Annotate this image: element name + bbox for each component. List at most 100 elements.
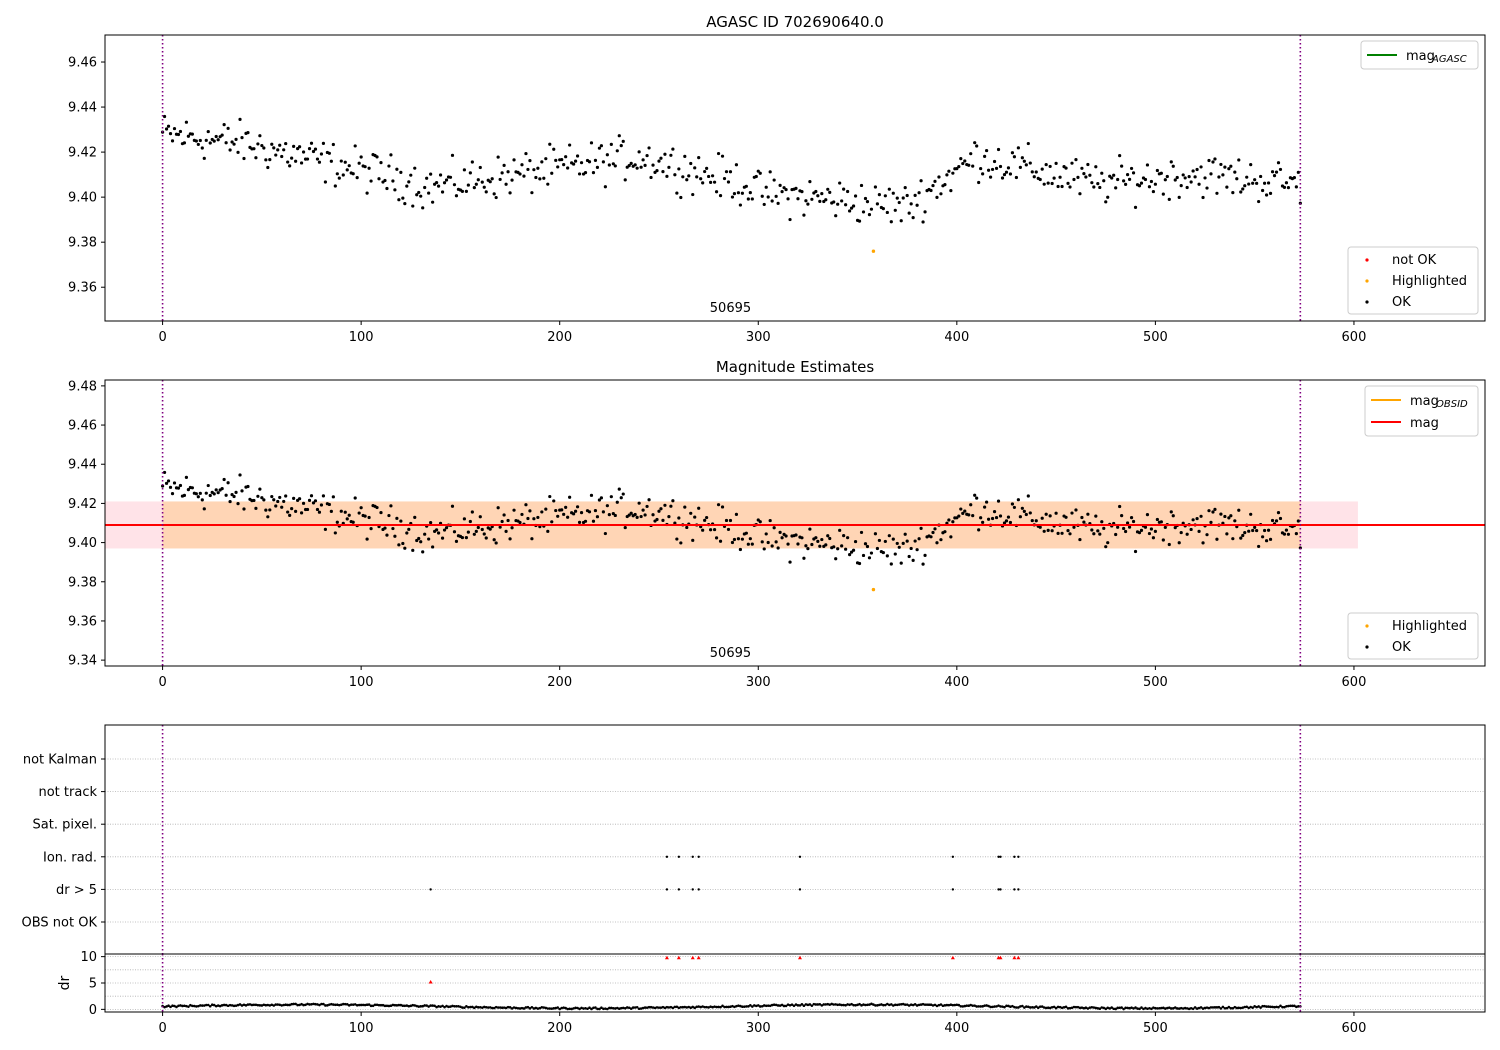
dr-point bbox=[798, 1004, 802, 1007]
dr-point bbox=[544, 1006, 548, 1010]
ok-point bbox=[641, 158, 645, 162]
dr-point bbox=[645, 1006, 649, 1009]
dr-point bbox=[1092, 1006, 1096, 1009]
ok-point bbox=[1286, 185, 1291, 190]
flag-point bbox=[665, 855, 669, 858]
ok-point bbox=[961, 511, 965, 515]
legend-subscript: AGASC bbox=[1431, 54, 1467, 65]
ok-point bbox=[810, 542, 814, 547]
ok-point bbox=[848, 553, 852, 557]
ok-point bbox=[877, 538, 881, 543]
ok-point bbox=[1070, 161, 1074, 165]
ok-point bbox=[1100, 171, 1104, 175]
dr-point bbox=[621, 1006, 625, 1010]
ok-point bbox=[434, 528, 439, 532]
dr-point bbox=[602, 1007, 605, 1011]
dr-point bbox=[1114, 1007, 1117, 1011]
dr-point bbox=[840, 1003, 843, 1007]
ok-point bbox=[673, 521, 677, 525]
ok-point bbox=[629, 161, 633, 166]
ok-point bbox=[1064, 515, 1068, 519]
ok-point bbox=[345, 517, 349, 521]
ok-point bbox=[728, 170, 733, 174]
ok-point bbox=[740, 191, 744, 195]
dr-point bbox=[1295, 1005, 1298, 1009]
dr-point bbox=[949, 1003, 953, 1007]
ok-point bbox=[554, 158, 558, 162]
dr-point bbox=[1275, 1005, 1278, 1009]
ok-point bbox=[1276, 161, 1281, 165]
dr-point bbox=[925, 1003, 929, 1006]
ok-point bbox=[973, 493, 977, 497]
ok-point bbox=[292, 496, 296, 501]
dr-point bbox=[1261, 1004, 1264, 1008]
dr-point bbox=[705, 1005, 708, 1009]
ok-point bbox=[671, 499, 675, 503]
ok-point bbox=[633, 512, 637, 517]
ok-point bbox=[272, 498, 276, 502]
x-tick-label: 100 bbox=[349, 330, 374, 345]
ok-point bbox=[689, 511, 693, 515]
ok-point bbox=[212, 492, 216, 496]
dr-point bbox=[739, 1004, 742, 1008]
ok-point bbox=[226, 126, 230, 130]
ok-point bbox=[778, 530, 782, 534]
dr-point bbox=[1215, 1006, 1219, 1009]
ok-point bbox=[369, 179, 373, 183]
dr-point bbox=[880, 1003, 883, 1006]
dr-point bbox=[1036, 1006, 1040, 1009]
dr-point bbox=[701, 1005, 704, 1008]
y-tick-label: 9.34 bbox=[68, 654, 97, 669]
ok-point bbox=[865, 544, 870, 549]
ok-point bbox=[575, 505, 580, 509]
dr-point bbox=[443, 1005, 446, 1009]
legend-marker-ok bbox=[1365, 300, 1369, 304]
ok-point bbox=[1268, 537, 1273, 541]
dr-point bbox=[596, 1007, 599, 1011]
ok-point bbox=[861, 210, 866, 214]
ok-point bbox=[393, 534, 397, 538]
ok-point bbox=[365, 537, 369, 541]
ok-point bbox=[1004, 170, 1009, 174]
dr-point bbox=[367, 1003, 371, 1006]
x-tick-label: 300 bbox=[746, 1021, 771, 1036]
ok-point bbox=[651, 513, 655, 517]
ok-point bbox=[282, 499, 286, 504]
ok-point bbox=[617, 134, 621, 138]
ok-point bbox=[323, 180, 328, 184]
ok-point bbox=[182, 141, 187, 145]
dr-point bbox=[625, 1006, 629, 1009]
dr-point bbox=[1078, 1006, 1082, 1010]
dr-point bbox=[294, 1002, 297, 1006]
ok-point bbox=[292, 144, 296, 148]
ok-point bbox=[288, 164, 292, 168]
ok-point bbox=[1185, 532, 1189, 536]
ok-point bbox=[1261, 188, 1265, 193]
ok-point bbox=[460, 189, 465, 193]
dr-point bbox=[457, 1004, 460, 1008]
ok-point bbox=[297, 497, 302, 501]
ok-point bbox=[647, 146, 651, 150]
ok-point bbox=[589, 493, 594, 497]
dr-point bbox=[772, 1003, 776, 1007]
flag-category-label: Sat. pixel. bbox=[33, 818, 97, 833]
ok-point bbox=[496, 506, 500, 510]
ok-point bbox=[337, 176, 341, 180]
ok-point bbox=[609, 495, 613, 499]
dr-point bbox=[816, 1003, 820, 1006]
ok-point bbox=[1284, 528, 1289, 532]
ok-point bbox=[1294, 185, 1298, 189]
dr-point bbox=[870, 1002, 873, 1006]
dr-point bbox=[1177, 1007, 1181, 1010]
ok-point bbox=[800, 536, 804, 540]
ok-point bbox=[748, 191, 752, 195]
ok-point bbox=[339, 509, 343, 513]
dr-point bbox=[850, 1002, 853, 1006]
x-tick-label: 400 bbox=[944, 1021, 969, 1036]
ok-point bbox=[961, 161, 965, 166]
dr-point bbox=[768, 1004, 772, 1008]
dr-point bbox=[899, 1003, 903, 1006]
dr-point bbox=[484, 1005, 488, 1009]
ok-point bbox=[1072, 177, 1076, 182]
ok-point bbox=[194, 139, 198, 143]
